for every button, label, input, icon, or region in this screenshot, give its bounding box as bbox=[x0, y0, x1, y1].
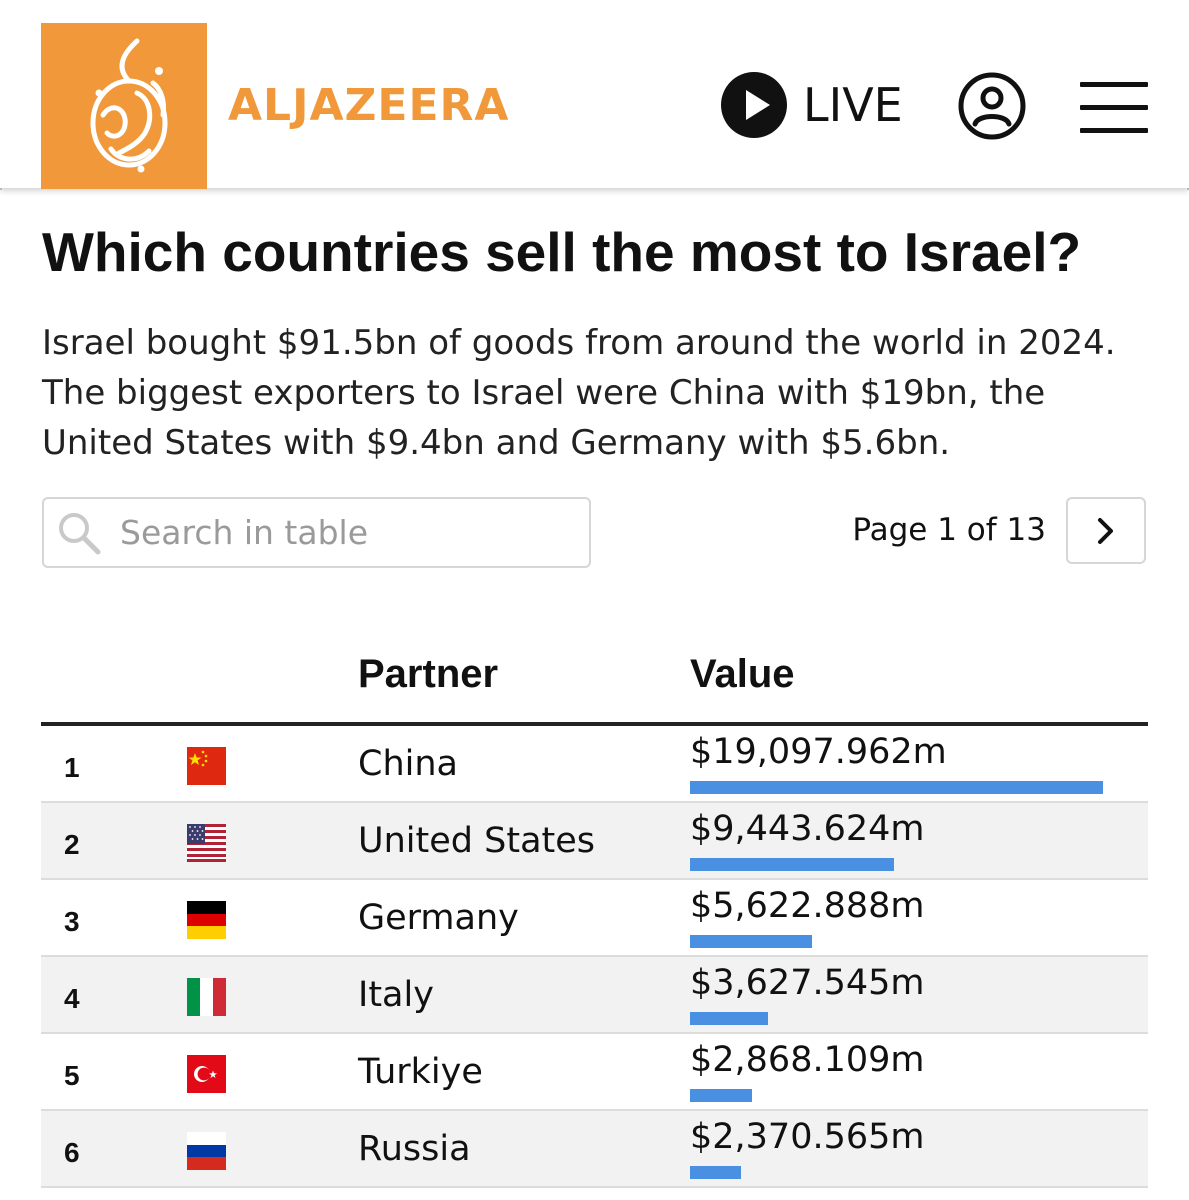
partner-cell: Italy bbox=[358, 975, 434, 1015]
value-cell: $3,627.545m bbox=[690, 963, 925, 1003]
live-label: LIVE bbox=[803, 78, 903, 132]
table-row: 1 China $19,097.962m bbox=[41, 726, 1148, 803]
logo-calligraphy-icon bbox=[90, 38, 168, 173]
partner-cell: Turkiye bbox=[358, 1052, 483, 1092]
partner-cell: Russia bbox=[358, 1129, 471, 1169]
germany-flag-icon bbox=[187, 901, 226, 939]
page-title: Which countries sell the most to Israel? bbox=[42, 221, 1082, 283]
value-cell: $2,868.109m bbox=[690, 1040, 925, 1080]
table-row: 6 Russia $2,370.565m bbox=[41, 1111, 1148, 1188]
brand-wordmark[interactable]: ALJAZEERA bbox=[228, 80, 510, 131]
partner-cell: United States bbox=[358, 821, 596, 861]
chevron-right-icon bbox=[1098, 517, 1113, 544]
live-button[interactable]: LIVE bbox=[721, 72, 903, 138]
search-input[interactable] bbox=[118, 512, 562, 553]
hamburger-menu-icon[interactable] bbox=[1080, 82, 1148, 134]
description-line: United States with $9.4bn and Germany wi… bbox=[42, 423, 951, 463]
rank-cell: 3 bbox=[64, 906, 80, 937]
aljazeera-logo[interactable] bbox=[41, 23, 207, 189]
column-header-value[interactable]: Value bbox=[690, 652, 795, 696]
table-row: 4 Italy $3,627.545m bbox=[41, 957, 1148, 1034]
rank-cell: 2 bbox=[64, 829, 80, 860]
usa-flag-icon bbox=[187, 824, 226, 862]
value-bar bbox=[690, 1012, 768, 1025]
rank-cell: 6 bbox=[64, 1137, 80, 1168]
user-icon[interactable] bbox=[958, 72, 1026, 140]
partner-cell: Germany bbox=[358, 898, 519, 938]
value-bar bbox=[690, 935, 812, 948]
value-bar bbox=[690, 1166, 741, 1179]
column-header-partner[interactable]: Partner bbox=[358, 652, 499, 696]
italy-flag-icon bbox=[187, 978, 226, 1016]
value-bar bbox=[690, 858, 894, 871]
table-row: 5 Turkiye $2,868.109m bbox=[41, 1034, 1148, 1111]
pagination-info: Page 1 of 13 bbox=[852, 512, 1046, 548]
china-flag-icon bbox=[187, 747, 226, 785]
turkiye-flag-icon bbox=[187, 1055, 226, 1093]
table-search bbox=[42, 497, 591, 568]
description-line: Israel bought $91.5bn of goods from arou… bbox=[42, 323, 1116, 363]
value-cell: $2,370.565m bbox=[690, 1117, 925, 1157]
site-header: ALJAZEERA LIVE bbox=[0, 0, 1189, 189]
table-row: 2 United States $9,443.624m bbox=[41, 803, 1148, 880]
value-cell: $9,443.624m bbox=[690, 809, 925, 849]
value-bar bbox=[690, 1089, 752, 1102]
article-description: Israel bought $91.5bn of goods from arou… bbox=[42, 318, 1152, 468]
rank-cell: 5 bbox=[64, 1060, 80, 1091]
search-icon bbox=[59, 512, 101, 554]
play-icon bbox=[721, 72, 787, 138]
table-header-divider bbox=[41, 722, 1148, 726]
next-page-button[interactable] bbox=[1066, 497, 1146, 564]
value-cell: $5,622.888m bbox=[690, 886, 925, 926]
table-row: 3 Germany $5,622.888m bbox=[41, 880, 1148, 957]
rank-cell: 1 bbox=[64, 752, 80, 783]
partner-cell: China bbox=[358, 744, 458, 784]
value-cell: $19,097.962m bbox=[690, 732, 947, 772]
rank-cell: 4 bbox=[64, 983, 80, 1014]
russia-flag-icon bbox=[187, 1132, 226, 1170]
description-line: The biggest exporters to Israel were Chi… bbox=[42, 373, 1046, 413]
value-bar bbox=[690, 781, 1103, 794]
